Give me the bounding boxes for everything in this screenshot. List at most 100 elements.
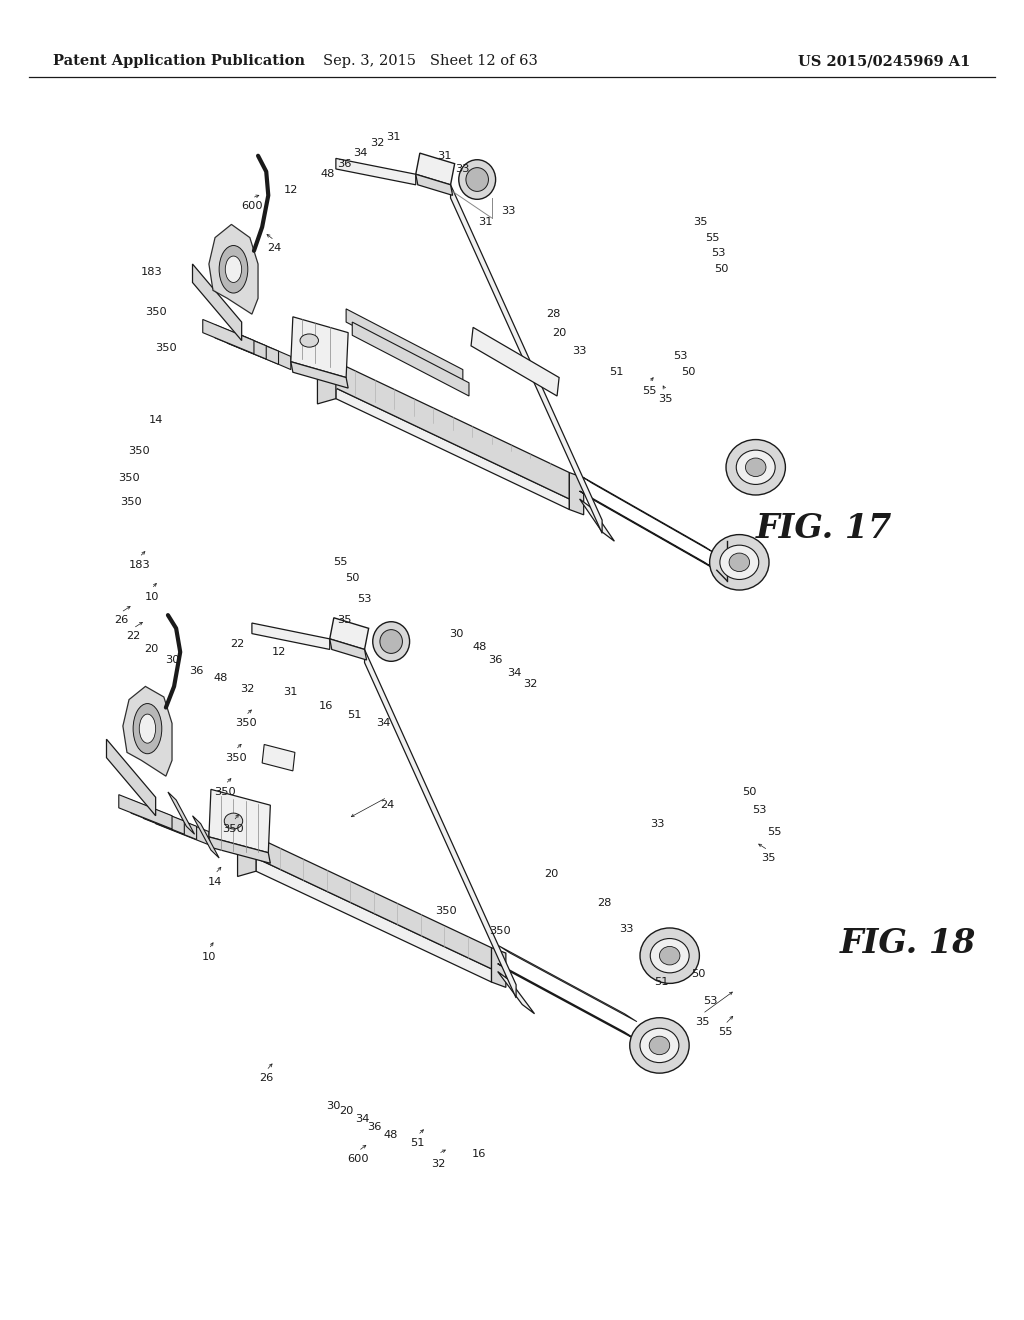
Text: 22: 22 <box>126 631 140 642</box>
Polygon shape <box>291 362 348 388</box>
Text: 32: 32 <box>370 137 384 148</box>
Polygon shape <box>336 158 416 185</box>
Text: 35: 35 <box>695 1016 710 1027</box>
Polygon shape <box>492 948 506 987</box>
Polygon shape <box>168 792 195 834</box>
Ellipse shape <box>459 160 496 199</box>
Text: 14: 14 <box>208 876 222 887</box>
Text: 31: 31 <box>478 216 493 227</box>
Polygon shape <box>119 795 172 829</box>
Polygon shape <box>580 499 614 541</box>
Text: FIG. 18: FIG. 18 <box>840 927 976 961</box>
Polygon shape <box>317 362 336 404</box>
Text: 50: 50 <box>681 367 695 378</box>
Text: 48: 48 <box>214 673 228 684</box>
Text: 350: 350 <box>488 925 511 936</box>
Text: 31: 31 <box>284 686 298 697</box>
Text: 28: 28 <box>597 898 611 908</box>
Text: 30: 30 <box>165 655 179 665</box>
Text: 50: 50 <box>691 969 706 979</box>
Ellipse shape <box>380 630 402 653</box>
Text: 22: 22 <box>230 639 245 649</box>
Ellipse shape <box>726 440 785 495</box>
Ellipse shape <box>640 928 699 983</box>
Text: 55: 55 <box>718 1027 732 1038</box>
Polygon shape <box>451 185 602 533</box>
Text: 48: 48 <box>384 1130 398 1140</box>
Text: 55: 55 <box>333 557 347 568</box>
Text: 51: 51 <box>411 1138 425 1148</box>
Text: 10: 10 <box>144 591 159 602</box>
Polygon shape <box>256 858 492 982</box>
Text: 51: 51 <box>654 977 669 987</box>
Text: 350: 350 <box>222 824 245 834</box>
Text: 48: 48 <box>472 642 486 652</box>
Text: 55: 55 <box>642 385 656 396</box>
Polygon shape <box>580 491 717 570</box>
Text: FIG. 17: FIG. 17 <box>756 511 892 544</box>
Polygon shape <box>209 837 270 863</box>
Text: 35: 35 <box>761 853 775 863</box>
Polygon shape <box>346 309 463 383</box>
Polygon shape <box>143 805 197 840</box>
Ellipse shape <box>630 1018 689 1073</box>
Text: 34: 34 <box>355 1114 370 1125</box>
Text: 55: 55 <box>767 826 781 837</box>
Text: 33: 33 <box>572 346 587 356</box>
Text: 600: 600 <box>347 1154 370 1164</box>
Text: 36: 36 <box>488 655 503 665</box>
Text: 34: 34 <box>353 148 368 158</box>
Ellipse shape <box>133 704 162 754</box>
Text: 32: 32 <box>241 684 255 694</box>
Text: 53: 53 <box>753 805 767 816</box>
Text: 12: 12 <box>284 185 298 195</box>
Text: 16: 16 <box>472 1148 486 1159</box>
Text: 53: 53 <box>712 248 726 259</box>
Text: 12: 12 <box>271 647 286 657</box>
Polygon shape <box>291 317 348 378</box>
Text: 10: 10 <box>202 952 216 962</box>
Text: 53: 53 <box>357 594 372 605</box>
Text: 51: 51 <box>347 710 361 721</box>
Ellipse shape <box>466 168 488 191</box>
Ellipse shape <box>659 946 680 965</box>
Text: 50: 50 <box>345 573 359 583</box>
Text: 350: 350 <box>118 473 140 483</box>
Text: 53: 53 <box>703 995 718 1006</box>
Polygon shape <box>256 837 492 969</box>
Text: 16: 16 <box>318 701 333 711</box>
Text: 35: 35 <box>658 393 673 404</box>
Text: 24: 24 <box>380 800 394 810</box>
Text: 31: 31 <box>437 150 452 161</box>
Text: 350: 350 <box>234 718 257 729</box>
Ellipse shape <box>139 714 156 743</box>
Ellipse shape <box>224 813 243 829</box>
Text: 33: 33 <box>620 924 634 935</box>
Text: US 2015/0245969 A1: US 2015/0245969 A1 <box>799 54 971 69</box>
Ellipse shape <box>720 545 759 579</box>
Ellipse shape <box>729 553 750 572</box>
Text: 36: 36 <box>368 1122 382 1133</box>
Text: 51: 51 <box>609 367 624 378</box>
Text: 30: 30 <box>450 628 464 639</box>
Polygon shape <box>131 800 184 834</box>
Text: 36: 36 <box>189 665 204 676</box>
Ellipse shape <box>219 246 248 293</box>
Ellipse shape <box>300 334 318 347</box>
Text: 350: 350 <box>144 306 167 317</box>
Text: 350: 350 <box>155 343 177 354</box>
Text: 53: 53 <box>673 351 687 362</box>
Polygon shape <box>336 388 569 510</box>
Polygon shape <box>242 335 291 370</box>
Polygon shape <box>330 618 369 649</box>
Text: 20: 20 <box>544 869 558 879</box>
Polygon shape <box>227 330 279 364</box>
Ellipse shape <box>736 450 775 484</box>
Text: Patent Application Publication: Patent Application Publication <box>53 54 305 69</box>
Polygon shape <box>498 972 535 1014</box>
Text: 34: 34 <box>376 718 390 729</box>
Polygon shape <box>215 325 266 359</box>
Ellipse shape <box>225 256 242 282</box>
Text: 24: 24 <box>267 243 282 253</box>
Polygon shape <box>365 649 516 998</box>
